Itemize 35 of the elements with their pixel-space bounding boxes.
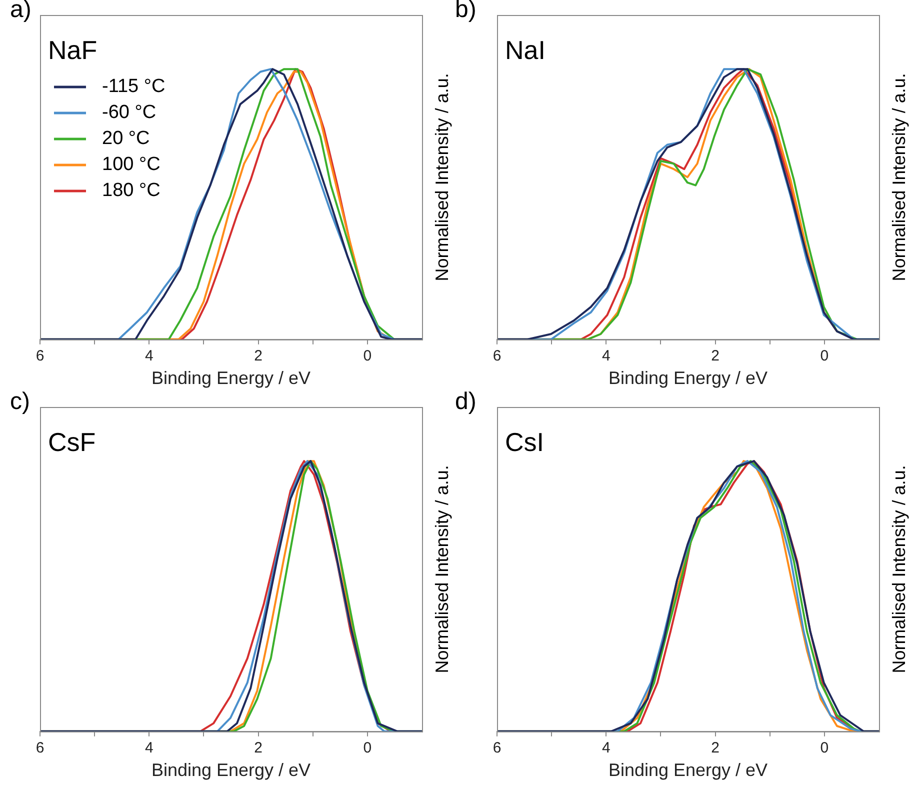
x-tick-label: 4 <box>602 740 610 757</box>
x-tick-label: 4 <box>602 348 610 365</box>
text: d) <box>455 388 476 416</box>
x-tick-label: 4 <box>144 348 154 365</box>
chart-title: NaF <box>48 35 98 65</box>
y-axis-title: Normalised Intensity / a.u. <box>432 465 452 674</box>
x-tick-label: 2 <box>254 348 262 365</box>
x-tick-label: 6 <box>36 740 44 757</box>
legend-label: -60 °C <box>102 102 156 124</box>
y-axis-title: Normalised Intensity / a.u. <box>432 73 452 282</box>
chart-title: CsF <box>48 427 96 457</box>
y-axis-title: Normalised Intensity / a.u. <box>889 73 909 282</box>
x-tick-label: 6 <box>492 348 502 365</box>
text: c) <box>10 388 30 416</box>
y-axis-title: Normalised Intensity / a.u. <box>889 465 909 674</box>
chart-title: CsI <box>505 427 544 457</box>
x-axis-title: Binding Energy / eV <box>151 760 311 780</box>
x-tick-label: 6 <box>36 348 44 365</box>
x-tick-label: 2 <box>254 740 262 757</box>
x-tick-label: 0 <box>820 348 829 365</box>
x-axis-title: Binding Energy / eV <box>608 760 768 780</box>
x-tick-label: 2 <box>711 740 720 757</box>
x-axis-title: Binding Energy / eV <box>608 368 768 388</box>
legend-label: -115 °C <box>102 76 166 98</box>
x-tick-label: 6 <box>492 740 502 757</box>
x-tick-label: 0 <box>363 740 372 757</box>
x-tick-label: 2 <box>711 348 720 365</box>
legend-label: 100 °C <box>102 154 160 176</box>
x-tick-label: 0 <box>363 348 372 365</box>
x-tick-label: 4 <box>144 740 154 757</box>
legend-label: 180 °C <box>102 180 160 202</box>
legend-label: 20 °C <box>102 128 150 150</box>
chart-title: NaI <box>505 35 546 65</box>
x-tick-label: 0 <box>820 740 829 757</box>
x-axis-title: Binding Energy / eV <box>151 368 311 388</box>
